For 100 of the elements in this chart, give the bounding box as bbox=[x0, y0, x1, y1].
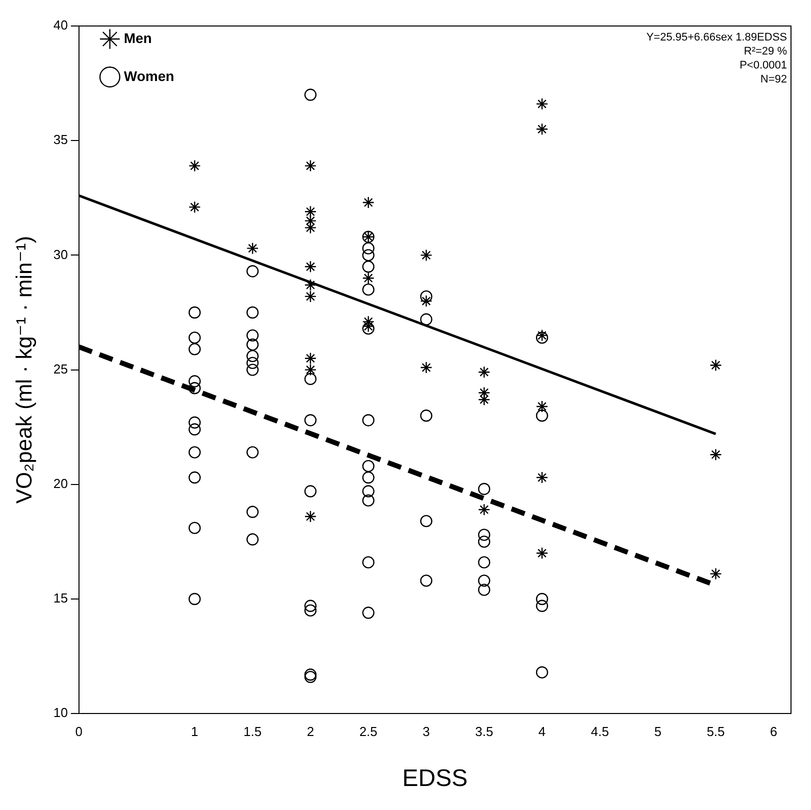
point bbox=[536, 592, 548, 606]
point bbox=[536, 600, 548, 612]
point bbox=[478, 574, 490, 587]
point bbox=[536, 400, 548, 413]
point bbox=[304, 206, 317, 218]
point bbox=[188, 332, 201, 344]
point bbox=[304, 414, 317, 426]
point bbox=[188, 592, 201, 606]
point bbox=[536, 666, 548, 678]
point bbox=[304, 600, 317, 612]
point bbox=[362, 196, 374, 209]
point bbox=[478, 536, 490, 548]
annotation: Y=25.95+6.66sex 1.89EDSS bbox=[646, 32, 787, 44]
point bbox=[362, 485, 374, 498]
point bbox=[304, 88, 317, 101]
point bbox=[478, 504, 490, 516]
point bbox=[362, 249, 374, 262]
point bbox=[246, 356, 259, 370]
point bbox=[246, 506, 259, 518]
point bbox=[478, 482, 490, 496]
point bbox=[188, 160, 201, 172]
annotation: N=92 bbox=[760, 74, 787, 86]
point bbox=[188, 306, 201, 319]
point bbox=[304, 485, 317, 498]
point bbox=[246, 265, 259, 278]
point bbox=[420, 574, 432, 587]
point bbox=[420, 410, 432, 422]
point bbox=[304, 670, 317, 684]
y-tick-label: 20 bbox=[53, 476, 68, 491]
x-tick-label: 3.5 bbox=[475, 724, 494, 739]
point bbox=[362, 556, 374, 568]
point bbox=[246, 242, 259, 254]
point bbox=[246, 446, 259, 458]
y-tick-label: 25 bbox=[53, 361, 68, 376]
point bbox=[188, 343, 201, 356]
point bbox=[420, 361, 432, 374]
point bbox=[478, 528, 490, 541]
point bbox=[536, 123, 548, 136]
point bbox=[246, 364, 259, 376]
x-tick-label: 2.5 bbox=[359, 724, 378, 739]
point bbox=[304, 260, 317, 273]
point bbox=[420, 514, 432, 528]
point bbox=[536, 332, 548, 344]
point bbox=[188, 471, 201, 484]
point bbox=[362, 606, 374, 619]
point bbox=[304, 364, 317, 376]
point bbox=[536, 471, 548, 484]
point bbox=[420, 290, 432, 303]
x-tick-label: 3 bbox=[422, 724, 430, 739]
point bbox=[304, 214, 317, 227]
x-tick-label: 1 bbox=[191, 724, 198, 739]
point bbox=[420, 249, 432, 262]
point bbox=[246, 306, 259, 319]
point bbox=[188, 375, 201, 388]
x-tick-label: 5.5 bbox=[706, 724, 725, 739]
annotation: R²=29 % bbox=[744, 46, 788, 58]
y-tick-label: 15 bbox=[53, 590, 68, 606]
point bbox=[362, 242, 374, 254]
point bbox=[710, 568, 722, 580]
point bbox=[246, 329, 259, 342]
point bbox=[188, 416, 201, 429]
point bbox=[478, 366, 490, 378]
point bbox=[362, 260, 374, 273]
point bbox=[536, 410, 548, 422]
point bbox=[188, 446, 201, 458]
x-axis-title: EDSS bbox=[402, 765, 468, 792]
point bbox=[710, 359, 722, 372]
y-tick-label: 35 bbox=[53, 132, 68, 148]
point bbox=[246, 350, 259, 362]
x-tick-label: 6 bbox=[770, 724, 778, 739]
x-tick-label: 4.5 bbox=[590, 724, 609, 739]
point bbox=[362, 494, 374, 507]
point bbox=[420, 313, 432, 326]
point bbox=[362, 272, 374, 284]
x-tick-label: 2 bbox=[306, 724, 314, 739]
legend-label: Men bbox=[124, 30, 152, 46]
point bbox=[304, 604, 317, 617]
legend-label: Women bbox=[124, 68, 174, 84]
point bbox=[362, 283, 374, 296]
x-tick-label: 5 bbox=[654, 724, 662, 739]
point bbox=[304, 352, 317, 364]
point bbox=[304, 668, 317, 681]
point bbox=[478, 386, 490, 399]
point bbox=[188, 382, 201, 394]
y-tick-label: 10 bbox=[53, 705, 68, 720]
y-axis-title: VO₂peak (ml · kg⁻¹ · min⁻¹) bbox=[11, 236, 36, 504]
y-tick-label: 30 bbox=[53, 246, 68, 262]
point bbox=[304, 372, 317, 386]
point bbox=[304, 278, 317, 292]
point bbox=[478, 584, 490, 596]
point bbox=[246, 338, 259, 351]
point bbox=[536, 98, 548, 110]
point bbox=[478, 393, 490, 406]
point bbox=[536, 329, 548, 342]
point bbox=[304, 222, 317, 234]
point bbox=[188, 522, 201, 534]
point bbox=[188, 423, 201, 436]
point bbox=[362, 471, 374, 484]
point bbox=[304, 160, 317, 172]
point bbox=[710, 448, 722, 461]
